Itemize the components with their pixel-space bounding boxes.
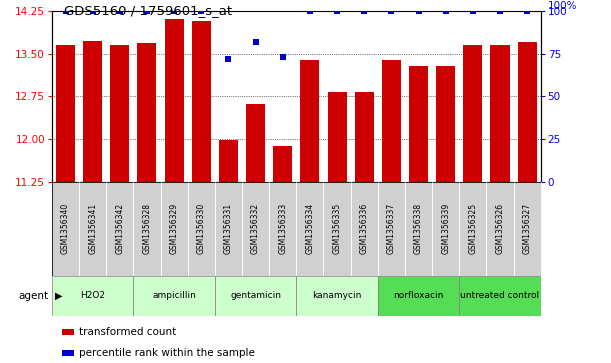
- Text: GSM1356331: GSM1356331: [224, 203, 233, 254]
- Text: GSM1356335: GSM1356335: [332, 203, 342, 254]
- Text: 100%: 100%: [548, 1, 577, 11]
- Point: [224, 56, 233, 62]
- Point: [251, 39, 260, 45]
- Text: ▶: ▶: [55, 291, 62, 301]
- Bar: [436, 66, 455, 182]
- Bar: [106, 182, 133, 276]
- Text: norfloxacin: norfloxacin: [393, 291, 444, 300]
- Bar: [164, 19, 184, 182]
- Point: [387, 8, 397, 14]
- Text: GSM1356332: GSM1356332: [251, 203, 260, 254]
- Text: GSM1356342: GSM1356342: [115, 203, 124, 254]
- Point: [305, 8, 315, 14]
- Point: [495, 8, 505, 14]
- Bar: [491, 45, 510, 182]
- Bar: [188, 182, 215, 276]
- Bar: [133, 182, 161, 276]
- Bar: [463, 45, 482, 182]
- Bar: [351, 182, 378, 276]
- Bar: [111, 45, 130, 182]
- Bar: [219, 140, 238, 182]
- Bar: [133, 276, 215, 316]
- Bar: [192, 21, 211, 182]
- Bar: [382, 60, 401, 182]
- Point: [196, 8, 206, 14]
- Bar: [327, 92, 346, 182]
- Text: GSM1356333: GSM1356333: [278, 203, 287, 254]
- Text: gentamicin: gentamicin: [230, 291, 281, 300]
- Bar: [83, 41, 102, 182]
- Point: [441, 8, 450, 14]
- Bar: [514, 182, 541, 276]
- Text: GSM1356329: GSM1356329: [170, 203, 178, 254]
- Bar: [355, 91, 374, 182]
- Text: untreated control: untreated control: [461, 291, 540, 300]
- Bar: [52, 182, 79, 276]
- Point: [414, 8, 423, 14]
- Text: percentile rank within the sample: percentile rank within the sample: [79, 348, 255, 358]
- Text: GSM1356334: GSM1356334: [306, 203, 315, 254]
- Bar: [215, 182, 242, 276]
- Point: [142, 8, 152, 14]
- Bar: [137, 43, 156, 182]
- Bar: [405, 182, 432, 276]
- Text: GSM1356325: GSM1356325: [469, 203, 477, 254]
- Bar: [161, 182, 188, 276]
- Bar: [409, 66, 428, 182]
- Bar: [378, 276, 459, 316]
- Bar: [246, 103, 265, 182]
- Bar: [62, 329, 74, 335]
- Text: GSM1356340: GSM1356340: [61, 203, 70, 254]
- Bar: [296, 182, 323, 276]
- Text: kanamycin: kanamycin: [312, 291, 362, 300]
- Bar: [215, 276, 296, 316]
- Bar: [242, 182, 269, 276]
- Bar: [52, 276, 133, 316]
- Text: H2O2: H2O2: [80, 291, 105, 300]
- Text: GSM1356341: GSM1356341: [88, 203, 97, 254]
- Text: GSM1356339: GSM1356339: [441, 203, 450, 254]
- Text: GSM1356337: GSM1356337: [387, 203, 396, 254]
- Text: GSM1356327: GSM1356327: [522, 203, 532, 254]
- Text: GSM1356338: GSM1356338: [414, 203, 423, 254]
- Bar: [432, 182, 459, 276]
- Bar: [323, 182, 351, 276]
- Point: [522, 8, 532, 14]
- Point: [115, 8, 125, 14]
- Bar: [518, 42, 536, 182]
- Point: [468, 8, 478, 14]
- Point: [359, 8, 369, 14]
- Text: GSM1356326: GSM1356326: [496, 203, 505, 254]
- Text: GSM1356336: GSM1356336: [360, 203, 368, 254]
- Bar: [301, 60, 320, 182]
- Point: [88, 8, 98, 14]
- Point: [60, 8, 70, 14]
- Bar: [62, 350, 74, 356]
- Bar: [56, 45, 75, 182]
- Text: GSM1356330: GSM1356330: [197, 203, 206, 254]
- Point: [169, 8, 179, 14]
- Bar: [296, 276, 378, 316]
- Text: agent: agent: [19, 291, 49, 301]
- Bar: [459, 276, 541, 316]
- Point: [332, 8, 342, 14]
- Text: GDS5160 / 1759601_s_at: GDS5160 / 1759601_s_at: [64, 4, 232, 17]
- Bar: [459, 182, 486, 276]
- Bar: [269, 182, 296, 276]
- Bar: [378, 182, 405, 276]
- Text: GSM1356328: GSM1356328: [142, 203, 152, 254]
- Bar: [486, 182, 514, 276]
- Point: [278, 54, 288, 60]
- Text: transformed count: transformed count: [79, 327, 176, 337]
- Bar: [273, 146, 292, 182]
- Text: ampicillin: ampicillin: [152, 291, 196, 300]
- Bar: [79, 182, 106, 276]
